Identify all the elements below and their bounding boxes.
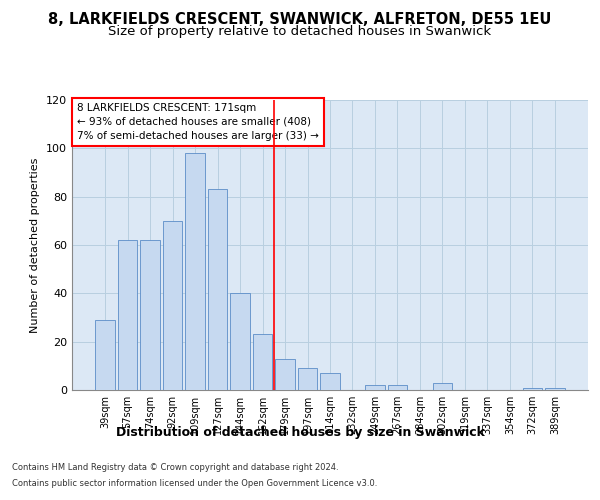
Text: 8, LARKFIELDS CRESCENT, SWANWICK, ALFRETON, DE55 1EU: 8, LARKFIELDS CRESCENT, SWANWICK, ALFRET… [49,12,551,28]
Text: Contains public sector information licensed under the Open Government Licence v3: Contains public sector information licen… [12,478,377,488]
Text: Size of property relative to detached houses in Swanwick: Size of property relative to detached ho… [109,25,491,38]
Text: Distribution of detached houses by size in Swanwick: Distribution of detached houses by size … [116,426,484,439]
Bar [433,383,452,390]
Bar [140,240,160,390]
Bar [388,385,407,390]
Bar [230,294,250,390]
Text: Contains HM Land Registry data © Crown copyright and database right 2024.: Contains HM Land Registry data © Crown c… [12,464,338,472]
Bar [365,385,385,390]
Bar [253,334,272,390]
Bar [163,221,182,390]
Bar [545,388,565,390]
Bar [95,320,115,390]
Bar [298,368,317,390]
Text: 8 LARKFIELDS CRESCENT: 171sqm
← 93% of detached houses are smaller (408)
7% of s: 8 LARKFIELDS CRESCENT: 171sqm ← 93% of d… [77,103,319,141]
Bar [185,153,205,390]
Bar [523,388,542,390]
Bar [118,240,137,390]
Y-axis label: Number of detached properties: Number of detached properties [31,158,40,332]
Bar [208,190,227,390]
Bar [320,373,340,390]
Bar [275,358,295,390]
